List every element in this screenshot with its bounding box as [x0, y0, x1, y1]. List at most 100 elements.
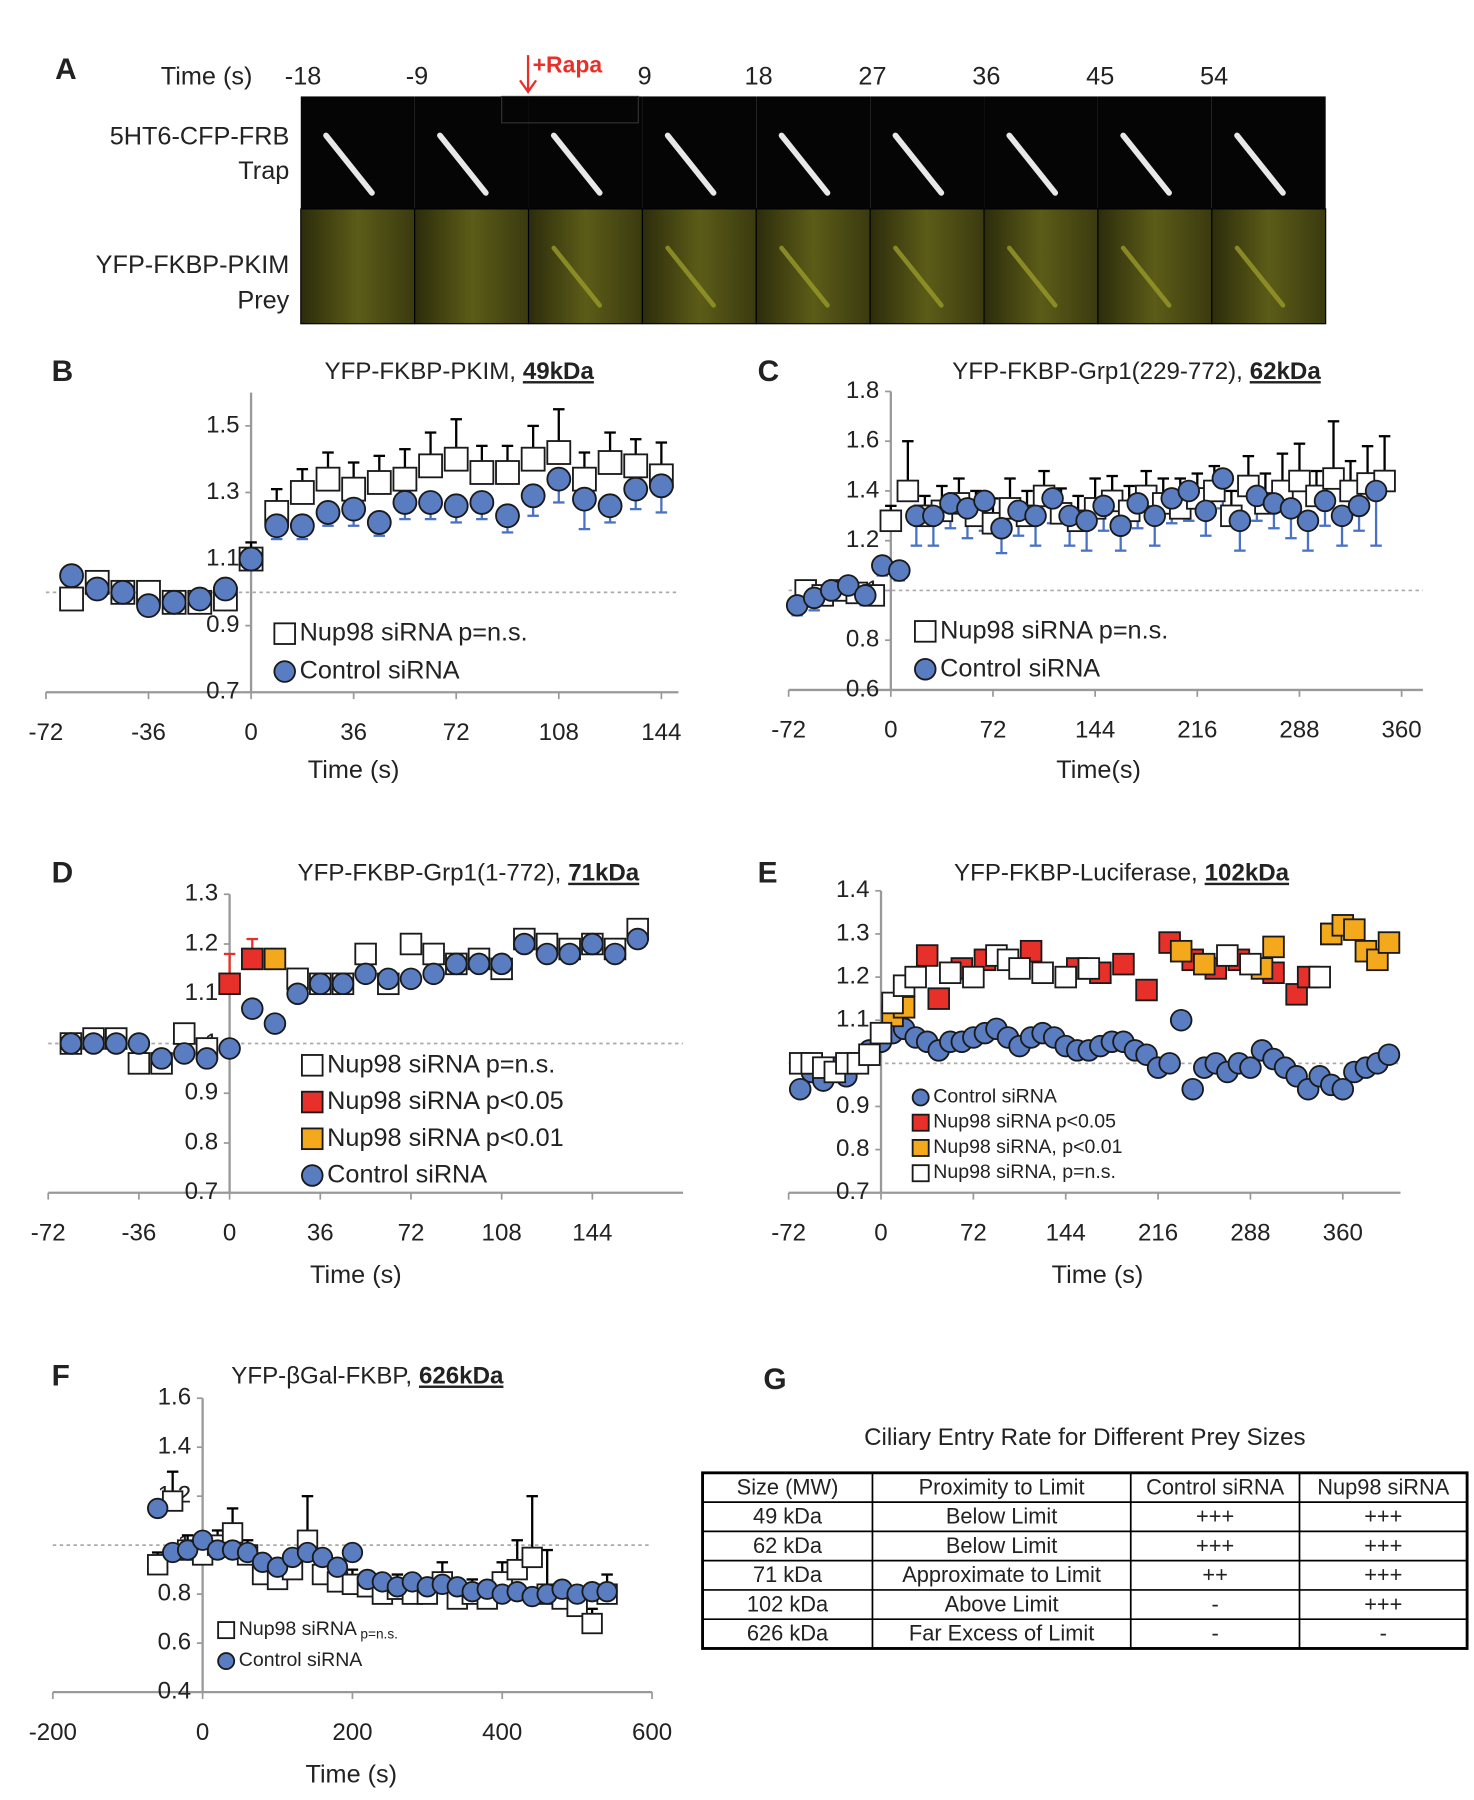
- data-point: [286, 982, 309, 1006]
- cilium-prey: [1234, 245, 1286, 308]
- title-size: 626kDa: [419, 1363, 504, 1390]
- legend-marker: [911, 1139, 930, 1157]
- y-tick-label: 1.1: [836, 1006, 870, 1033]
- row-label: Prey: [237, 287, 289, 315]
- data-point: [596, 1581, 618, 1603]
- title-text: YFP-βGal-FKBP,: [231, 1363, 412, 1390]
- data-point: [59, 563, 84, 589]
- prey-frame: [300, 208, 416, 325]
- time-label: Time (s): [161, 63, 253, 91]
- y-tick-label: 0.8: [158, 1579, 191, 1606]
- table-cell: Far Excess of Limit: [909, 1621, 1094, 1646]
- x-tick-label: 72: [980, 717, 1007, 744]
- x-axis-label: Time (s): [305, 1761, 397, 1789]
- trap-frame: [756, 96, 871, 209]
- data-point: [238, 546, 264, 572]
- legend-name: Control siRNA: [327, 1160, 487, 1188]
- x-tick-label: 200: [332, 1719, 372, 1746]
- data-point: [939, 961, 962, 985]
- legend-marker: [217, 1621, 236, 1640]
- prey-frame: [755, 208, 871, 325]
- data-point: [467, 952, 491, 976]
- data-point: [263, 1012, 287, 1035]
- data-point: [195, 1047, 219, 1070]
- data-point: [648, 473, 674, 499]
- data-point: [443, 493, 469, 519]
- trap-frame: [1097, 96, 1212, 209]
- y-tick-label: 0.7: [206, 678, 239, 705]
- data-point: [896, 479, 920, 503]
- data-point: [520, 483, 546, 509]
- table-cell: 71 kDa: [753, 1562, 823, 1587]
- data-point: [218, 972, 241, 996]
- data-point: [572, 486, 597, 512]
- time-tick-label: 9: [638, 63, 652, 91]
- table-cell: +++: [1196, 1504, 1234, 1529]
- data-point: [341, 496, 367, 522]
- row-label: YFP-FKBP-PKIM: [96, 251, 290, 279]
- data-point: [495, 503, 520, 529]
- data-point: [315, 500, 341, 525]
- data-point: [1343, 918, 1366, 941]
- legend-marker: [301, 1090, 324, 1114]
- panel-label: C: [758, 355, 780, 388]
- row-label: 5HT6-CFP-FRB: [110, 122, 290, 150]
- x-tick-label: 288: [1279, 717, 1319, 744]
- chart-title: YFP-FKBP-PKIM, 49kDa: [325, 358, 595, 385]
- x-tick-label: -72: [29, 719, 64, 746]
- y-tick-label: 0.8: [846, 626, 880, 653]
- table-cell: 102 kDa: [747, 1591, 829, 1616]
- x-tick-label: -36: [131, 719, 166, 746]
- x-tick-label: 72: [960, 1219, 987, 1246]
- y-tick-label: 0.7: [836, 1178, 870, 1205]
- data-point: [1308, 965, 1331, 989]
- data-point: [309, 972, 332, 996]
- row-label: Trap: [238, 157, 289, 185]
- data-point: [888, 559, 911, 582]
- trap-frame: [300, 96, 415, 209]
- y-tick-label: 1.4: [158, 1433, 191, 1460]
- data-point: [266, 1556, 289, 1578]
- data-point: [1193, 952, 1216, 976]
- data-point: [218, 1037, 241, 1060]
- data-point: [1169, 1008, 1193, 1032]
- data-point: [922, 504, 945, 528]
- data-point: [236, 1541, 259, 1564]
- x-axis-label: Time (s): [310, 1261, 402, 1289]
- table-cell: +++: [1364, 1533, 1402, 1558]
- legend-marker: [217, 1652, 236, 1671]
- cilium-trap: [778, 132, 831, 196]
- data-point: [1031, 961, 1054, 985]
- data-point: [1211, 467, 1235, 490]
- data-point: [962, 965, 985, 989]
- data-point: [341, 1541, 364, 1564]
- trap-frame: [870, 96, 985, 209]
- y-tick-label: 1.1: [185, 979, 219, 1006]
- prey-frame: [414, 208, 530, 325]
- legend-note: p=n.s.: [360, 1626, 398, 1641]
- time-tick-label: 45: [1086, 63, 1114, 91]
- chart-title: YFP-FKBP-Luciferase, 102kDa: [954, 860, 1290, 887]
- data-point: [1288, 469, 1311, 493]
- prey-frame: [1097, 208, 1213, 325]
- panel-label: A: [55, 53, 77, 86]
- y-tick-label: 1.3: [206, 478, 239, 505]
- cilium-trap: [550, 132, 603, 196]
- data-point: [82, 1032, 105, 1055]
- legend-name: Nup98 siRNA p<0.05: [933, 1111, 1116, 1133]
- data-point: [1041, 487, 1064, 510]
- data-point: [1285, 983, 1308, 1006]
- data-point: [1024, 504, 1047, 528]
- table-cell: 49 kDa: [753, 1504, 823, 1529]
- x-tick-label: -36: [121, 1219, 156, 1246]
- title-size: 62kDa: [1250, 358, 1322, 385]
- data-point: [1109, 514, 1132, 538]
- data-point: [176, 1539, 199, 1561]
- legend-label: Control siRNA: [940, 654, 1100, 682]
- data-point: [173, 1042, 196, 1065]
- x-tick-label: 144: [1046, 1219, 1086, 1246]
- legend-label: Nup98 siRNA p=n.s.: [239, 1618, 398, 1641]
- time-tick-label: 54: [1200, 63, 1228, 91]
- data-point: [581, 932, 604, 956]
- data-point: [597, 450, 623, 475]
